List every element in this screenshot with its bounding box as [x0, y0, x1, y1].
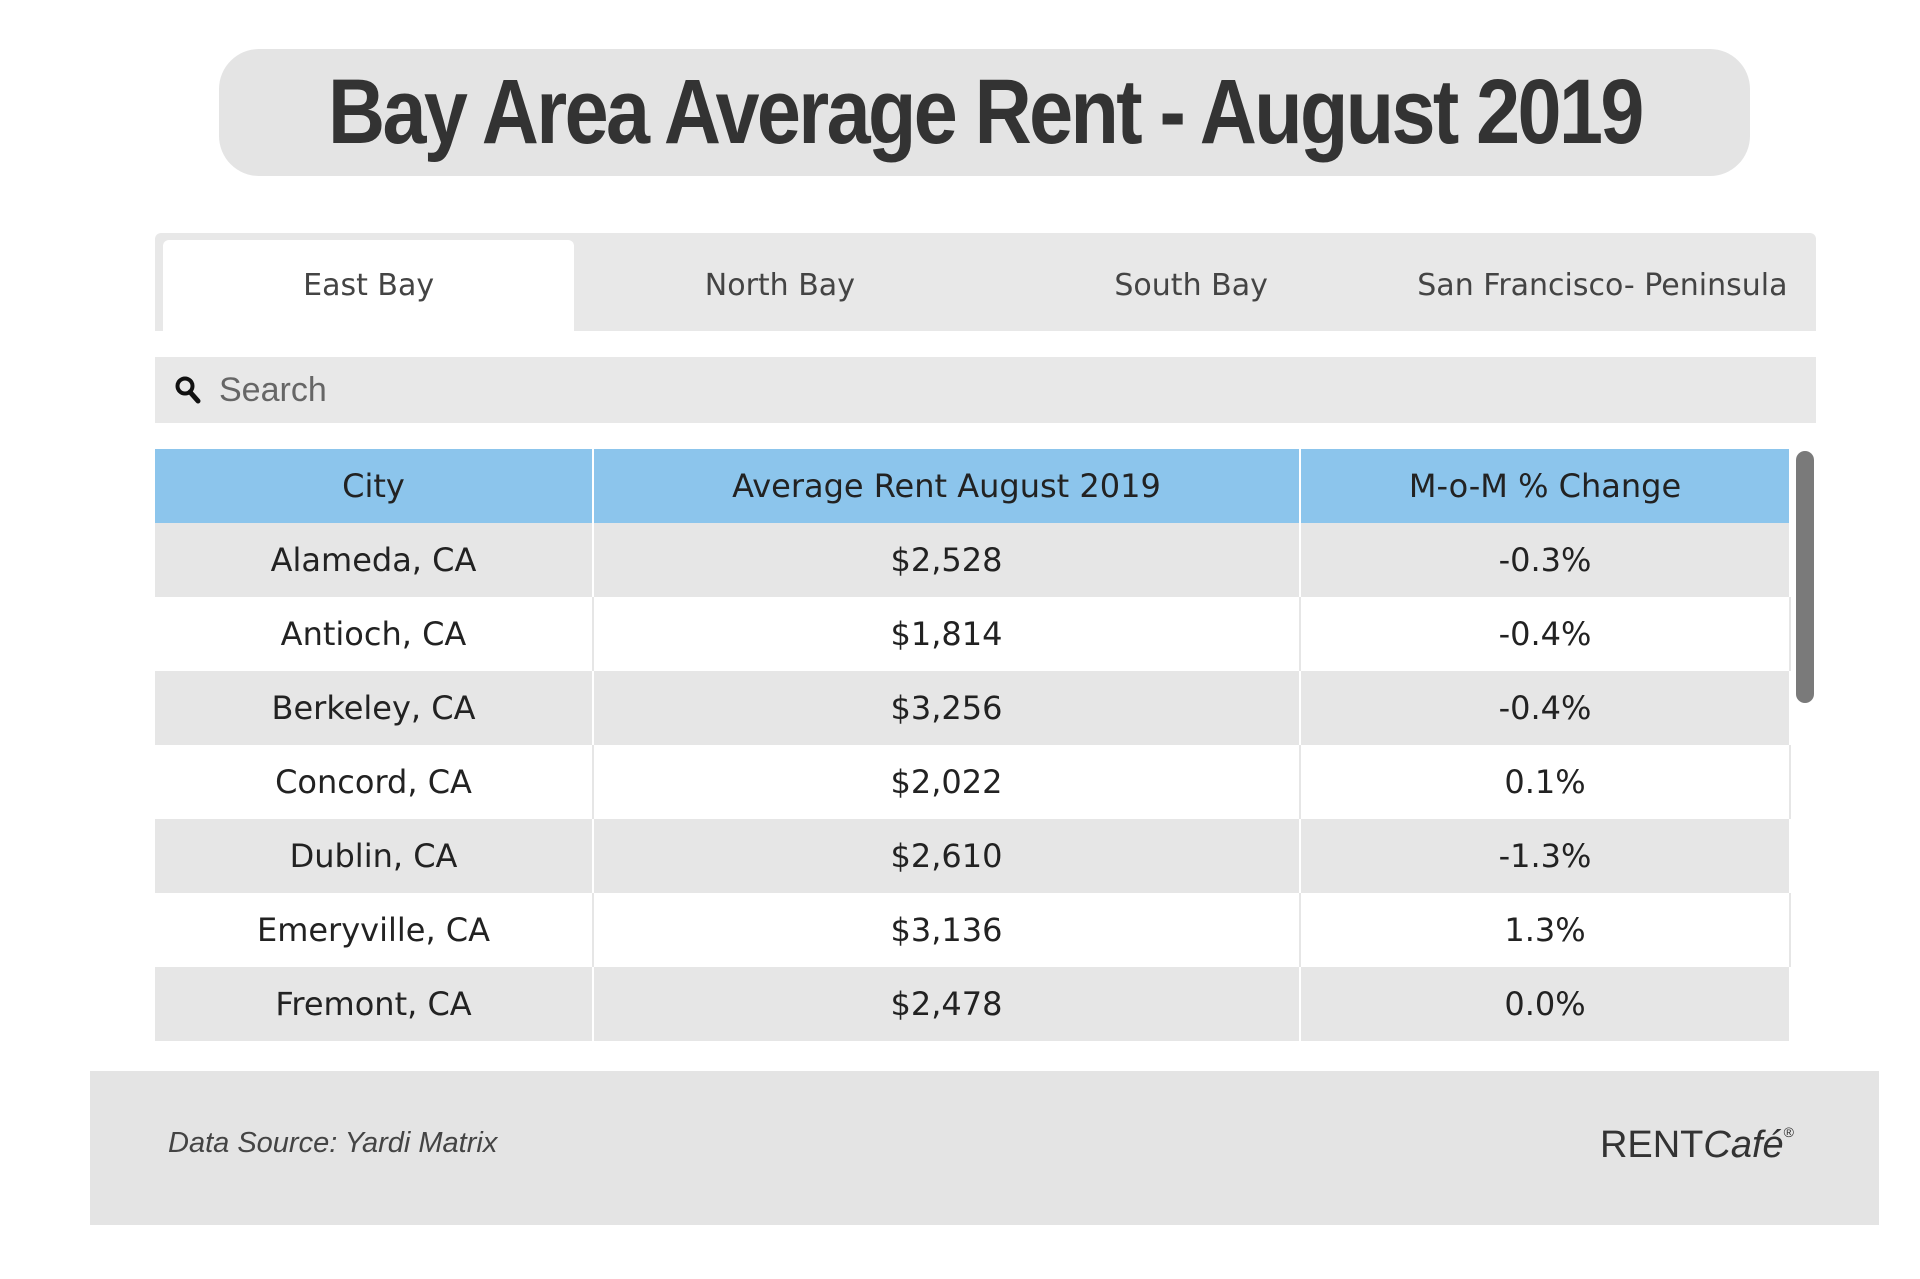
title: Bay Area Average Rent - August 2019: [327, 61, 1644, 163]
table-cell: $3,136: [593, 893, 1301, 967]
table-cell: Berkeley, CA: [155, 671, 594, 745]
table-row: Emeryville, CA $3,136 1.3%: [155, 893, 1791, 967]
table-cell: Fremont, CA: [155, 967, 594, 1041]
tab-bar: East Bay North Bay South Bay San Francisco-…: [155, 233, 1816, 331]
table-cell: $1,814: [593, 597, 1301, 671]
table-cell: Dublin, CA: [155, 819, 594, 893]
data-source: Data Source: Yardi Matrix: [168, 1127, 498, 1159]
column-header[interactable]: Average Rent August 2019: [593, 449, 1301, 523]
table-cell: 1.3%: [1300, 893, 1791, 967]
rent-table: City Average Rent August 2019 M-o-M % Chan…: [155, 449, 1791, 1041]
table-cell: -0.4%: [1300, 597, 1791, 671]
table-row: Berkeley, CA $3,256 -0.4%: [155, 671, 1791, 745]
search-placeholder: Search: [219, 370, 327, 409]
table-row: Antioch, CA $1,814 -0.4%: [155, 597, 1791, 671]
table-cell: $2,528: [593, 523, 1301, 597]
footer: [90, 1071, 1879, 1225]
table-row: Dublin, CA $2,610 -1.3%: [155, 819, 1791, 893]
tab[interactable]: South Bay: [1114, 268, 1268, 303]
tab[interactable]: San Francisco- Peninsula: [1417, 268, 1788, 303]
tab[interactable]: North Bay: [704, 268, 855, 303]
column-header[interactable]: M-o-M % Change: [1300, 449, 1791, 523]
table-cell: Antioch, CA: [155, 597, 594, 671]
table-row: Concord, CA $2,022 0.1%: [155, 745, 1791, 819]
table-cell: -0.4%: [1300, 671, 1791, 745]
table-cell: $2,610: [593, 819, 1301, 893]
logo-mark: ®: [1783, 1124, 1794, 1140]
table-cell: $2,478: [593, 967, 1301, 1041]
logo-text: Café: [1703, 1124, 1784, 1166]
table-cell: Concord, CA: [155, 745, 594, 819]
table-cell: $2,022: [593, 745, 1301, 819]
tab[interactable]: East Bay: [163, 240, 575, 331]
table-cell: -0.3%: [1300, 523, 1791, 597]
column-header[interactable]: City: [155, 449, 594, 523]
table-cell: 0.1%: [1300, 745, 1791, 819]
table-row: Fremont, CA $2,478 0.0%: [155, 967, 1791, 1041]
logo: RENTCafé®: [1600, 1124, 1794, 1167]
header-row: City Average Rent August 2019 M-o-M % Chan…: [155, 449, 1791, 523]
table-cell: 0.0%: [1300, 967, 1791, 1041]
table-row: Alameda, CA $2,528 -0.3%: [155, 523, 1791, 597]
table-cell: Alameda, CA: [155, 523, 594, 597]
scrollbar[interactable]: [1796, 451, 1814, 703]
search-icon: [175, 376, 201, 404]
table-cell: $3,256: [593, 671, 1301, 745]
table-cell: Emeryville, CA: [155, 893, 594, 967]
logo-text: RENT: [1599, 1124, 1704, 1166]
title-banner: Bay Area Average Rent - August 2019: [219, 49, 1750, 176]
search-box[interactable]: Search: [155, 357, 1816, 423]
table-cell: -1.3%: [1300, 819, 1791, 893]
